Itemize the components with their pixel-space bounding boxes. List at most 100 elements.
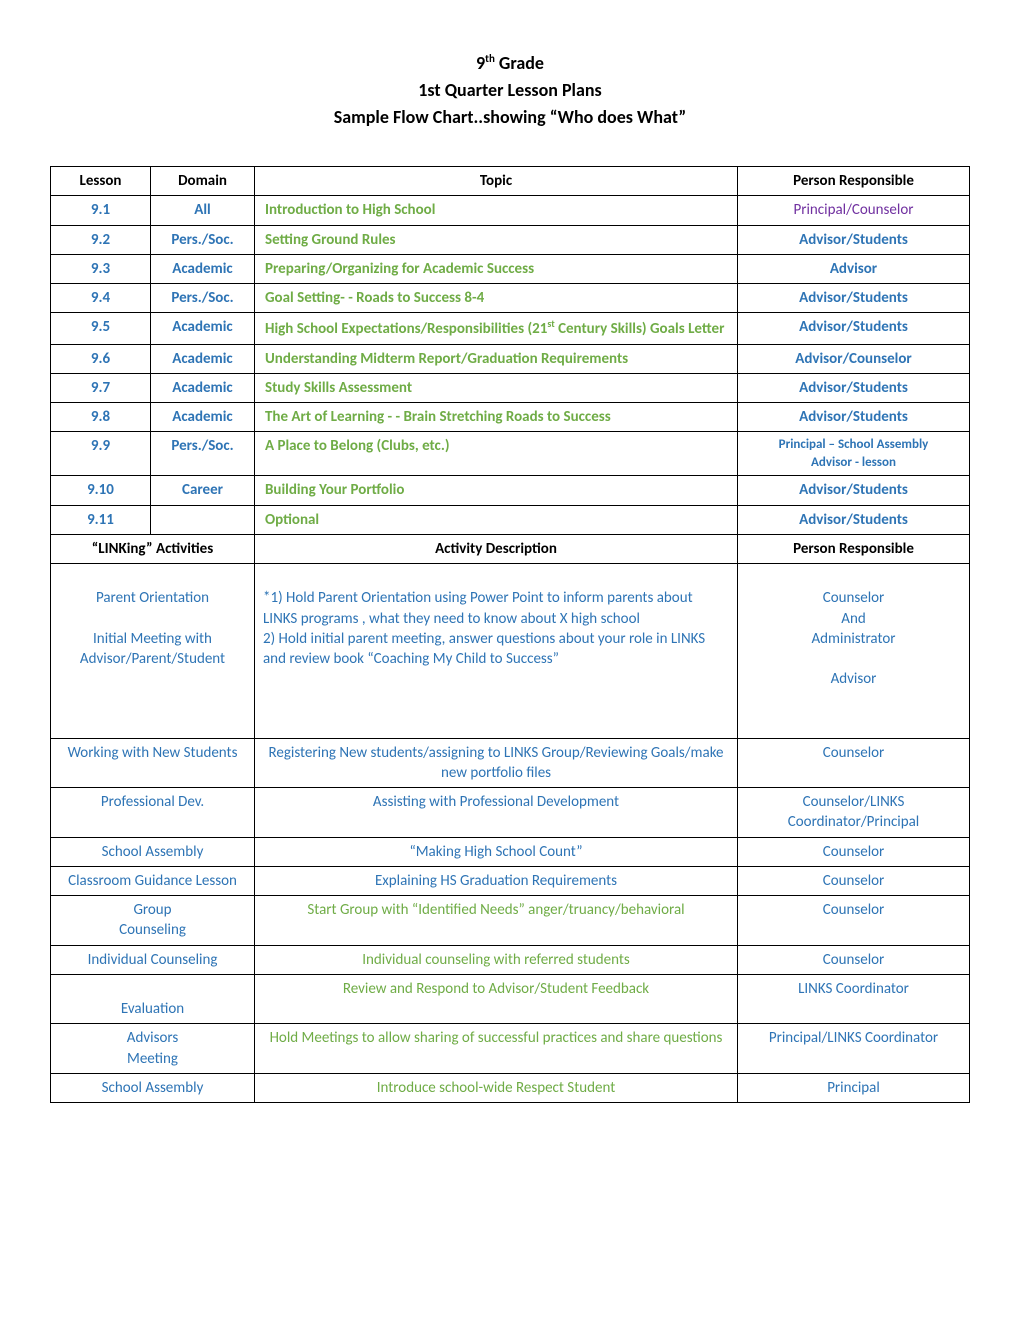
lesson-number: 9.1 xyxy=(51,196,151,225)
lesson-responsible: Advisor xyxy=(738,254,970,283)
lesson-topic: The Art of Learning - - Brain Stretching… xyxy=(255,403,738,432)
lesson-row: 9.2Pers./Soc.Setting Ground RulesAdvisor… xyxy=(51,225,970,254)
lesson-row: 9.7AcademicStudy Skills AssessmentAdviso… xyxy=(51,373,970,402)
linking-responsible: Principal xyxy=(738,1073,970,1102)
lesson-topic: Introduction to High School xyxy=(255,196,738,225)
lesson-topic: Preparing/Organizing for Academic Succes… xyxy=(255,254,738,283)
lesson-domain: Academic xyxy=(151,254,255,283)
linking-description: Assisting with Professional Development xyxy=(255,788,738,838)
linking-row: Individual CounselingIndividual counseli… xyxy=(51,945,970,974)
linking-responsible: Counselor xyxy=(738,837,970,866)
section2-header-responsible: Person Responsible xyxy=(738,534,970,563)
lesson-number: 9.4 xyxy=(51,284,151,313)
title-grade-word: Grade xyxy=(495,52,544,74)
lesson-plan-table: LessonDomainTopicPerson Responsible9.1Al… xyxy=(50,166,970,1103)
linking-responsible: LINKS Coordinator xyxy=(738,974,970,1024)
linking-row: AdvisorsMeetingHold Meetings to allow sh… xyxy=(51,1024,970,1074)
linking-description: Individual counseling with referred stud… xyxy=(255,945,738,974)
column-header: Topic xyxy=(255,167,738,196)
linking-activity: Evaluation xyxy=(51,974,255,1024)
linking-responsible: Counselor xyxy=(738,866,970,895)
title-block: 9th Grade 1st Quarter Lesson Plans Sampl… xyxy=(50,50,970,131)
lesson-topic: Building Your Portfolio xyxy=(255,476,738,505)
lesson-topic: High School Expectations/Responsibilitie… xyxy=(255,313,738,344)
lesson-row: 9.8AcademicThe Art of Learning - - Brain… xyxy=(51,403,970,432)
linking-row: School AssemblyIntroduce school-wide Res… xyxy=(51,1073,970,1102)
linking-activity: AdvisorsMeeting xyxy=(51,1024,255,1074)
linking-description: *1) Hold Parent Orientation using Power … xyxy=(255,564,738,739)
lesson-responsible: Advisor/Students xyxy=(738,403,970,432)
lesson-topic: Setting Ground Rules xyxy=(255,225,738,254)
lesson-domain: Career xyxy=(151,476,255,505)
linking-row: GroupCounselingStart Group with “Identif… xyxy=(51,896,970,946)
linking-description: Registering New students/assigning to LI… xyxy=(255,738,738,788)
linking-activity: Working with New Students xyxy=(51,738,255,788)
linking-responsible: Counselor/LINKS Coordinator/Principal xyxy=(738,788,970,838)
lesson-row: 9.10CareerBuilding Your PortfolioAdvisor… xyxy=(51,476,970,505)
linking-responsible: CounselorAndAdministratorAdvisor xyxy=(738,564,970,739)
lesson-domain: Pers./Soc. xyxy=(151,432,255,476)
linking-responsible: Principal/LINKS Coordinator xyxy=(738,1024,970,1074)
section2-header-description: Activity Description xyxy=(255,534,738,563)
title-grade-number: 9 xyxy=(476,52,485,74)
linking-activity: School Assembly xyxy=(51,837,255,866)
lesson-responsible: Advisor/Students xyxy=(738,284,970,313)
section2-header-activities: “LINKing” Activities xyxy=(51,534,255,563)
linking-activity: Classroom Guidance Lesson xyxy=(51,866,255,895)
linking-responsible: Counselor xyxy=(738,945,970,974)
linking-activity: Individual Counseling xyxy=(51,945,255,974)
lesson-responsible: Advisor/Students xyxy=(738,373,970,402)
lesson-domain: Academic xyxy=(151,403,255,432)
lesson-row: 9.4Pers./Soc.Goal Setting- - Roads to Su… xyxy=(51,284,970,313)
lesson-responsible: Principal/Counselor xyxy=(738,196,970,225)
linking-description: Start Group with “Identified Needs” ange… xyxy=(255,896,738,946)
lesson-responsible: Advisor/Students xyxy=(738,505,970,534)
lesson-topic: Study Skills Assessment xyxy=(255,373,738,402)
lesson-row: 9.9Pers./Soc.A Place to Belong (Clubs, e… xyxy=(51,432,970,476)
lesson-domain: Academic xyxy=(151,344,255,373)
lesson-number: 9.10 xyxy=(51,476,151,505)
lesson-domain: All xyxy=(151,196,255,225)
linking-description: Hold Meetings to allow sharing of succes… xyxy=(255,1024,738,1074)
linking-description: Explaining HS Graduation Requirements xyxy=(255,866,738,895)
linking-row: Classroom Guidance LessonExplaining HS G… xyxy=(51,866,970,895)
lesson-domain: Academic xyxy=(151,313,255,344)
lesson-number: 9.5 xyxy=(51,313,151,344)
title-line-2: 1st Quarter Lesson Plans xyxy=(50,77,970,104)
column-header: Lesson xyxy=(51,167,151,196)
lesson-number: 9.3 xyxy=(51,254,151,283)
lesson-responsible: Principal – School AssemblyAdvisor - les… xyxy=(738,432,970,476)
linking-activity: School Assembly xyxy=(51,1073,255,1102)
lesson-responsible: Advisor/Counselor xyxy=(738,344,970,373)
lesson-row: 9.5AcademicHigh School Expectations/Resp… xyxy=(51,313,970,344)
linking-row: Professional Dev.Assisting with Professi… xyxy=(51,788,970,838)
lesson-topic: Goal Setting- - Roads to Success 8-4 xyxy=(255,284,738,313)
lesson-row: 9.1AllIntroduction to High SchoolPrincip… xyxy=(51,196,970,225)
lesson-number: 9.6 xyxy=(51,344,151,373)
lesson-domain: Pers./Soc. xyxy=(151,284,255,313)
linking-row: EvaluationReview and Respond to Advisor/… xyxy=(51,974,970,1024)
lesson-row: 9.6AcademicUnderstanding Midterm Report/… xyxy=(51,344,970,373)
linking-activity: GroupCounseling xyxy=(51,896,255,946)
lesson-row: 9.3AcademicPreparing/Organizing for Acad… xyxy=(51,254,970,283)
title-line-1: 9th Grade xyxy=(50,50,970,77)
linking-row: Working with New StudentsRegistering New… xyxy=(51,738,970,788)
linking-row: Parent OrientationInitial Meeting with A… xyxy=(51,564,970,739)
column-header: Person Responsible xyxy=(738,167,970,196)
title-grade-suffix: th xyxy=(485,52,495,65)
lesson-row: 9.11OptionalAdvisor/Students xyxy=(51,505,970,534)
lesson-number: 9.2 xyxy=(51,225,151,254)
lesson-domain xyxy=(151,505,255,534)
linking-responsible: Counselor xyxy=(738,738,970,788)
linking-description: Review and Respond to Advisor/Student Fe… xyxy=(255,974,738,1024)
column-header: Domain xyxy=(151,167,255,196)
lesson-domain: Pers./Soc. xyxy=(151,225,255,254)
linking-row: School Assembly“Making High School Count… xyxy=(51,837,970,866)
lesson-number: 9.11 xyxy=(51,505,151,534)
lesson-domain: Academic xyxy=(151,373,255,402)
lesson-number: 9.9 xyxy=(51,432,151,476)
lesson-responsible: Advisor/Students xyxy=(738,313,970,344)
title-line-3: Sample Flow Chart..showing “Who does Wha… xyxy=(50,104,970,131)
lesson-number: 9.7 xyxy=(51,373,151,402)
lesson-topic: A Place to Belong (Clubs, etc.) xyxy=(255,432,738,476)
